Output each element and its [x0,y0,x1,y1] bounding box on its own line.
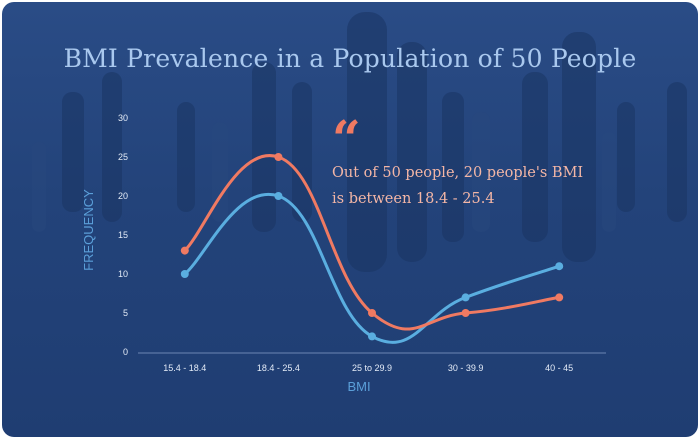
x-tick-label: 30 - 39.9 [448,363,484,373]
x-tick-label: 40 - 45 [545,363,573,373]
y-tick-label: 0 [123,347,128,357]
series-line-1 [183,192,561,344]
annotation-text: Out of 50 people, 20 people's BMI is bet… [332,165,584,207]
x-tick-label: 18.4 - 25.4 [257,363,300,373]
series-point-2 [555,293,564,302]
y-axis-title: FREQUENCY [81,189,96,271]
series-point-2 [368,309,376,317]
y-tick-label: 30 [118,113,128,123]
quote-icon: “ [332,109,361,168]
y-tick-label: 5 [123,308,128,318]
series-point-1 [555,262,564,271]
series-line-2 [183,154,561,331]
y-tick-label: 10 [118,269,128,279]
y-tick-label: 20 [118,191,128,201]
y-tick-label: 25 [118,152,128,162]
series-point-1 [461,293,470,302]
chart-title: BMI Prevalence in a Population of 50 Peo… [63,44,637,73]
series-point-1 [180,270,189,278]
y-axis-ticks: 0 5 10 15 20 25 30 [118,113,128,357]
series-point-2 [180,246,189,255]
series-point-2 [461,309,470,317]
x-tick-label: 25 to 29.9 [352,363,392,373]
y-tick-label: 15 [118,230,128,240]
series-layer [180,153,564,344]
series-point-2 [274,153,283,161]
x-axis-ticks: 15.4 - 18.4 18.4 - 25.4 25 to 29.9 30 - 39.… [163,363,573,373]
x-tick-label: 15.4 - 18.4 [163,363,206,373]
series-point-1 [274,192,283,200]
x-axis-title: BMI [347,379,370,394]
series-point-1 [368,332,376,341]
